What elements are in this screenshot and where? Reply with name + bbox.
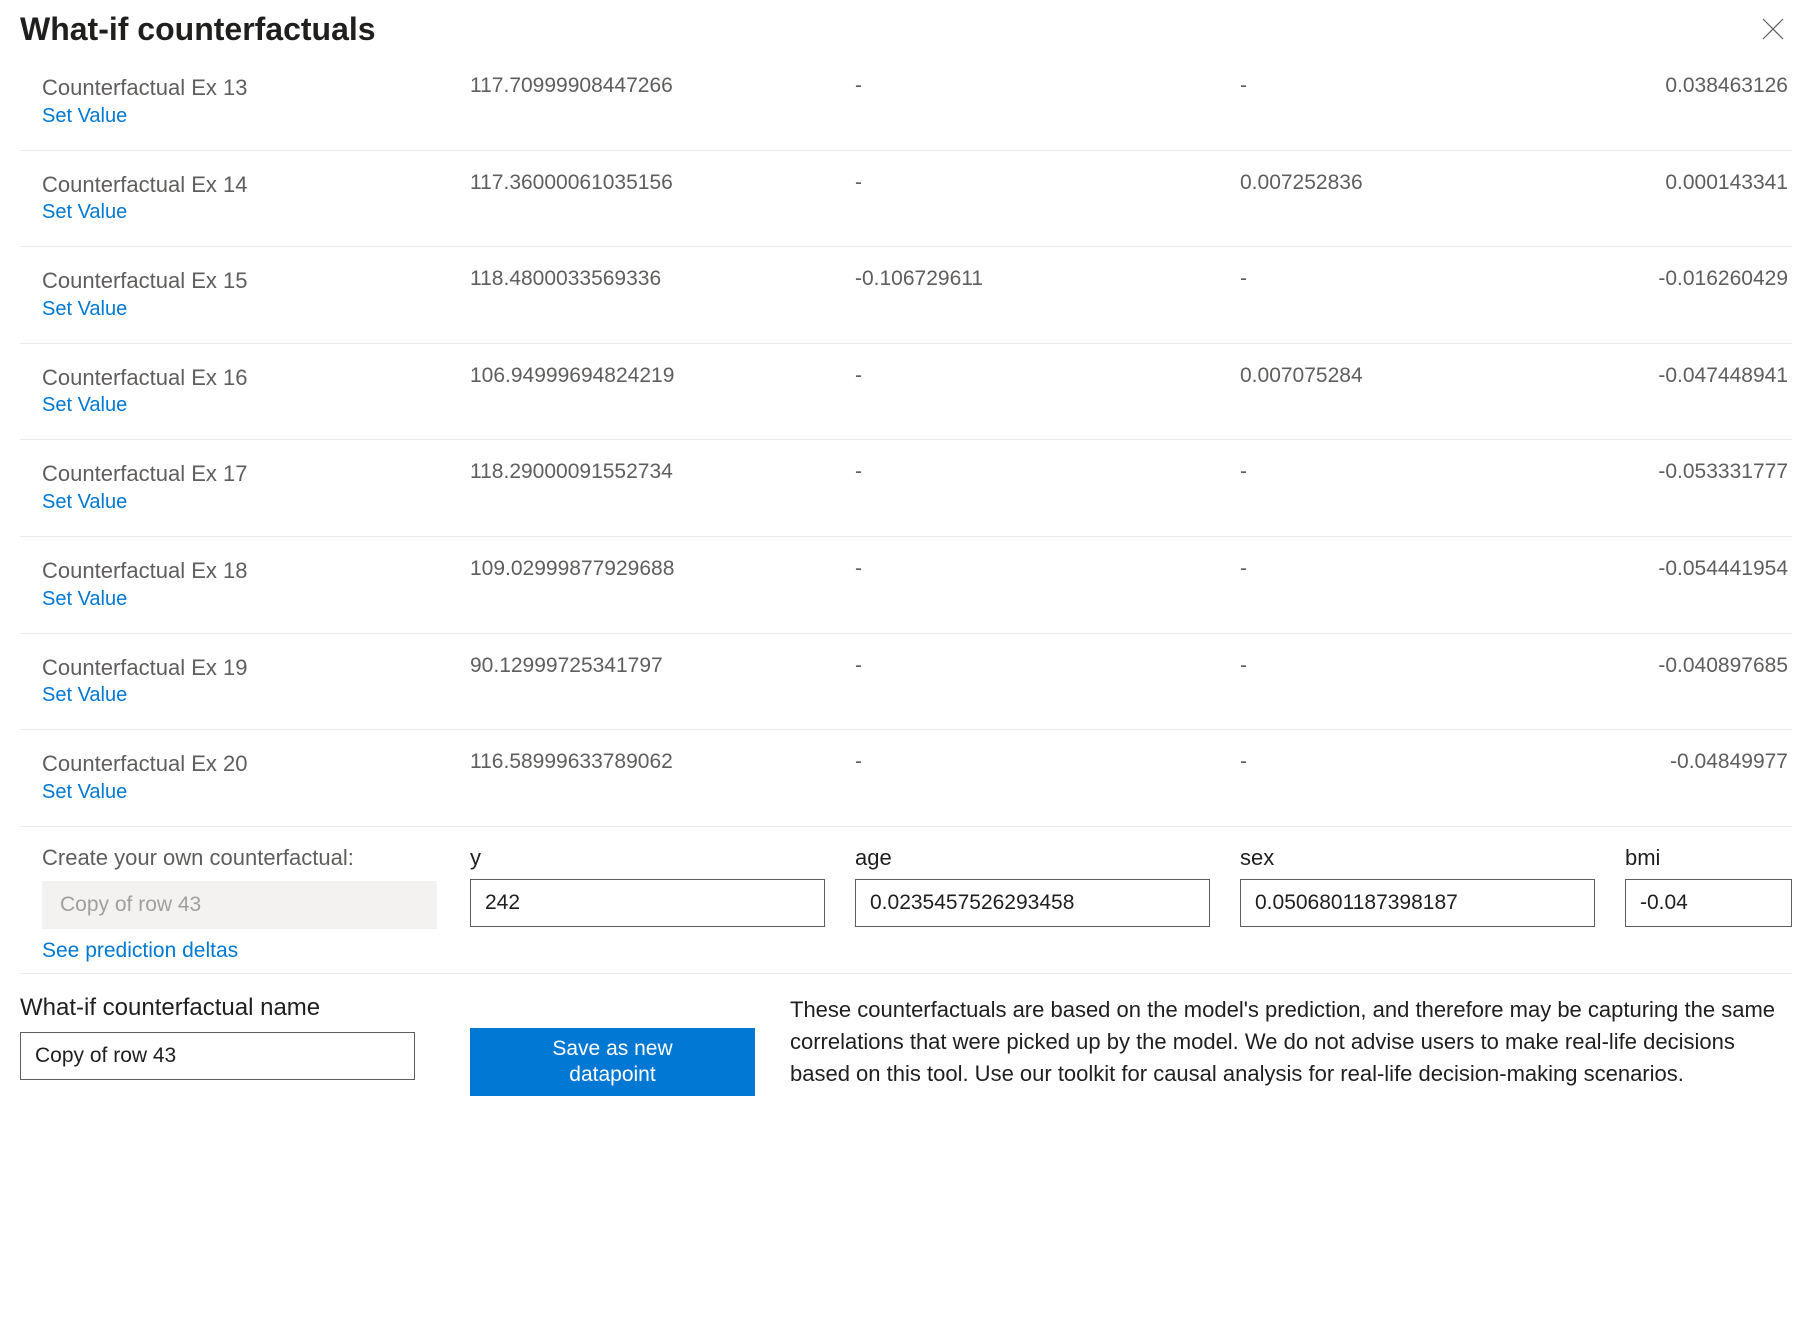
counterfactual-name: Counterfactual Ex 16 bbox=[42, 364, 470, 393]
cell-value: -0.053331777 bbox=[1625, 460, 1792, 484]
cell-value: 118.4800033569336 bbox=[470, 267, 855, 291]
set-value-link[interactable]: Set Value bbox=[42, 781, 470, 804]
cell-value: 0.000143341 bbox=[1625, 171, 1792, 195]
cell-value: 117.70999908447266 bbox=[470, 74, 855, 98]
counterfactual-name: Counterfactual Ex 13 bbox=[42, 74, 470, 103]
close-icon bbox=[1760, 16, 1786, 42]
field-input-y[interactable] bbox=[470, 879, 825, 927]
whatif-name-input[interactable] bbox=[20, 1032, 415, 1080]
counterfactual-name: Counterfactual Ex 18 bbox=[42, 557, 470, 586]
counterfactual-name: Counterfactual Ex 14 bbox=[42, 171, 470, 200]
table-row: Counterfactual Ex 16Set Value106.9499969… bbox=[20, 344, 1792, 441]
save-as-new-datapoint-button[interactable]: Save as newdatapoint bbox=[470, 1028, 755, 1097]
cell-value: -0.040897685 bbox=[1625, 654, 1792, 678]
table-row: Counterfactual Ex 14Set Value117.3600006… bbox=[20, 151, 1792, 248]
cell-value: -0.054441954 bbox=[1625, 557, 1792, 581]
cell-value: 106.94999694824219 bbox=[470, 364, 855, 388]
table-row: Counterfactual Ex 13Set Value117.7099990… bbox=[20, 54, 1792, 151]
cell-value: -0.04849977 bbox=[1625, 750, 1792, 774]
table-row: Counterfactual Ex 17Set Value118.2900009… bbox=[20, 440, 1792, 537]
counterfactual-name: Counterfactual Ex 15 bbox=[42, 267, 470, 296]
cell-value: - bbox=[1240, 750, 1625, 774]
set-value-link[interactable]: Set Value bbox=[42, 298, 470, 321]
set-value-link[interactable]: Set Value bbox=[42, 588, 470, 611]
counterfactual-name: Counterfactual Ex 17 bbox=[42, 460, 470, 489]
set-value-link[interactable]: Set Value bbox=[42, 394, 470, 417]
table-row: Counterfactual Ex 15Set Value118.4800033… bbox=[20, 247, 1792, 344]
counterfactual-table: Counterfactual Ex 13Set Value117.7099990… bbox=[20, 54, 1792, 827]
cell-value: - bbox=[1240, 654, 1625, 678]
counterfactual-copy-name bbox=[42, 881, 437, 929]
cell-value: - bbox=[1240, 460, 1625, 484]
set-value-link[interactable]: Set Value bbox=[42, 105, 470, 128]
cell-value: 117.36000061035156 bbox=[470, 171, 855, 195]
field-label-sex: sex bbox=[1240, 845, 1595, 871]
cell-value: - bbox=[855, 171, 1240, 195]
cell-value: - bbox=[855, 654, 1240, 678]
cell-value: 0.007252836 bbox=[1240, 171, 1625, 195]
field-label-age: age bbox=[855, 845, 1210, 871]
table-row: Counterfactual Ex 20Set Value116.5899963… bbox=[20, 730, 1792, 827]
table-row: Counterfactual Ex 19Set Value90.12999725… bbox=[20, 634, 1792, 731]
field-input-age[interactable] bbox=[855, 879, 1210, 927]
field-label-y: y bbox=[470, 845, 825, 871]
set-value-link[interactable]: Set Value bbox=[42, 684, 470, 707]
create-label: Create your own counterfactual: bbox=[42, 845, 470, 871]
cell-value: 90.12999725341797 bbox=[470, 654, 855, 678]
table-row: Counterfactual Ex 18Set Value109.0299987… bbox=[20, 537, 1792, 634]
counterfactual-name: Counterfactual Ex 19 bbox=[42, 654, 470, 683]
cell-value: 118.29000091552734 bbox=[470, 460, 855, 484]
see-prediction-deltas-link[interactable]: See prediction deltas bbox=[42, 939, 470, 963]
set-value-link[interactable]: Set Value bbox=[42, 491, 470, 514]
cell-value: - bbox=[1240, 267, 1625, 291]
counterfactual-name: Counterfactual Ex 20 bbox=[42, 750, 470, 779]
cell-value: - bbox=[855, 750, 1240, 774]
disclaimer-text: These counterfactuals are based on the m… bbox=[780, 994, 1792, 1090]
cell-value: - bbox=[855, 557, 1240, 581]
cell-value: - bbox=[855, 460, 1240, 484]
field-label-bmi: bmi bbox=[1625, 845, 1792, 871]
close-button[interactable] bbox=[1754, 10, 1792, 48]
whatif-name-label: What-if counterfactual name bbox=[20, 994, 470, 1022]
cell-value: 0.007075284 bbox=[1240, 364, 1625, 388]
cell-value: -0.047448941 bbox=[1625, 364, 1792, 388]
bottom-row: What-if counterfactual name Save as newd… bbox=[20, 974, 1792, 1107]
cell-value: - bbox=[855, 364, 1240, 388]
cell-value: - bbox=[855, 74, 1240, 98]
cell-value: - bbox=[1240, 557, 1625, 581]
create-counterfactual-row: Create your own counterfactual: See pred… bbox=[20, 827, 1792, 974]
cell-value: - bbox=[1240, 74, 1625, 98]
cell-value: -0.016260429 bbox=[1625, 267, 1792, 291]
cell-value: 0.038463126 bbox=[1625, 74, 1792, 98]
set-value-link[interactable]: Set Value bbox=[42, 201, 470, 224]
field-input-bmi[interactable] bbox=[1625, 879, 1792, 927]
cell-value: 109.02999877929688 bbox=[470, 557, 855, 581]
field-input-sex[interactable] bbox=[1240, 879, 1595, 927]
panel-title: What-if counterfactuals bbox=[20, 11, 376, 48]
cell-value: 116.58999633789062 bbox=[470, 750, 855, 774]
cell-value: -0.106729611 bbox=[855, 267, 1240, 291]
